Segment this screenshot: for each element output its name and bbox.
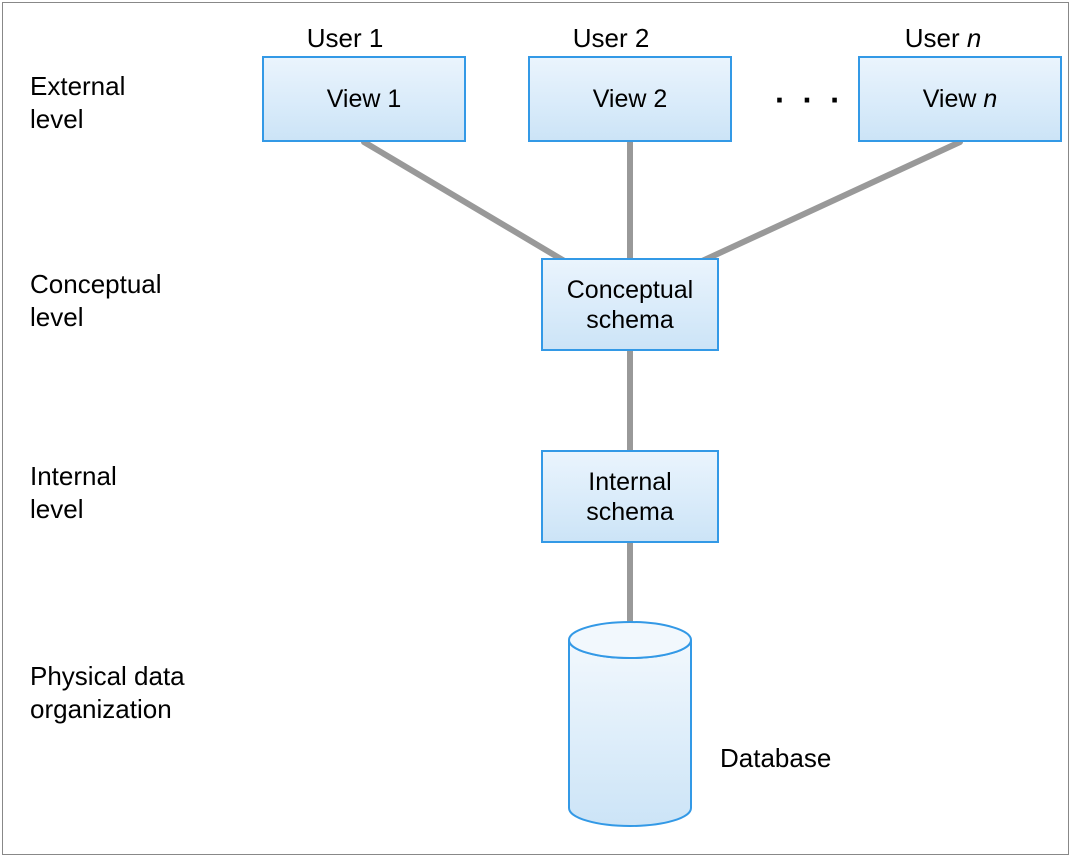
label-physical-level: Physical data organization: [30, 660, 185, 725]
node-view-1: View 1: [262, 56, 466, 142]
label-conceptual-level: Conceptual level: [30, 268, 162, 333]
label-user-1: User 1: [307, 22, 384, 55]
label-user-2: User 2: [573, 22, 650, 55]
ellipsis: · · ·: [775, 82, 845, 119]
node-conceptual-schema: Conceptual schema: [541, 258, 719, 351]
node-view-2: View 2: [528, 56, 732, 142]
node-view-n: View n: [858, 56, 1062, 142]
label-internal-level: Internal level: [30, 460, 117, 525]
node-internal-schema: Internal schema: [541, 450, 719, 543]
label-user-n: User n: [905, 22, 982, 55]
label-database: Database: [720, 742, 831, 775]
label-external-level: External level: [30, 70, 125, 135]
